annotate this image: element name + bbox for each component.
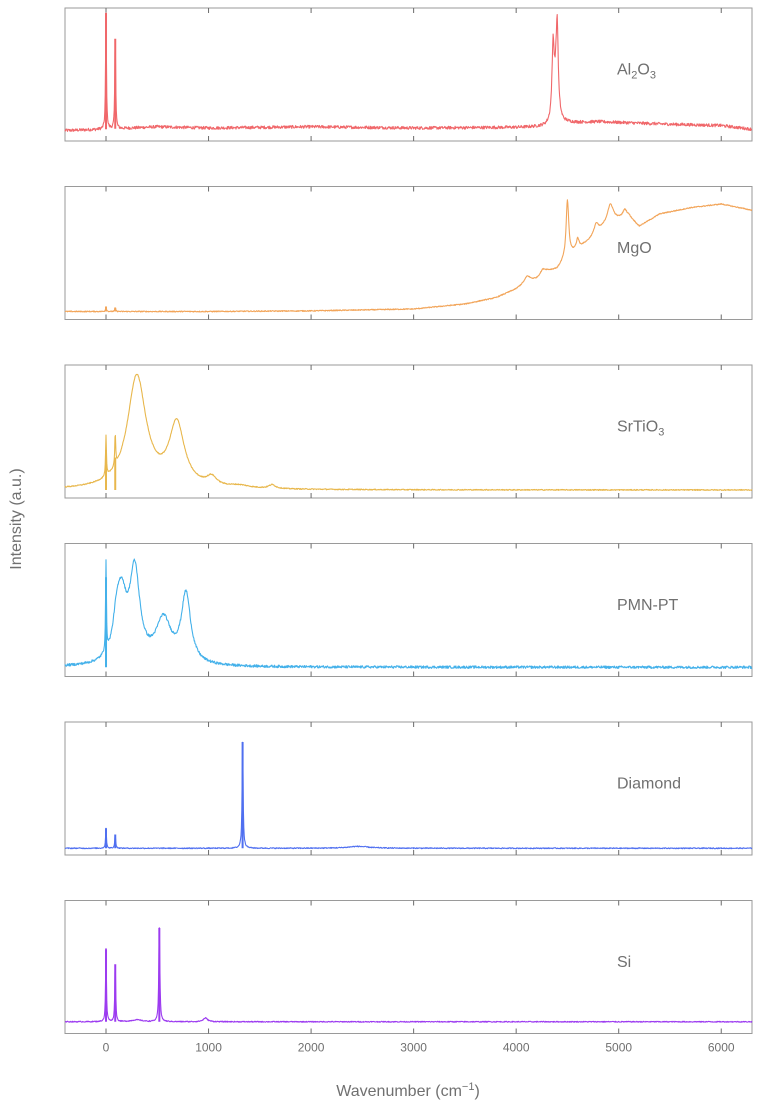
panel-4: PMN-PT (64, 543, 753, 677)
panel-2: MgO (64, 186, 753, 320)
sample-label: MgO (617, 240, 652, 257)
y-axis-title: Intensity (a.u.) (8, 468, 25, 569)
spectrum-trace (64, 927, 753, 1023)
panel-frame (64, 543, 753, 677)
sample-label: Diamond (617, 776, 681, 793)
spectrum-trace (64, 558, 753, 670)
spectrum-trace (64, 12, 753, 132)
x-tick-label: 4000 (503, 1041, 530, 1055)
sample-label: Si (617, 954, 631, 971)
sample-label: SrTiO3 (617, 419, 664, 439)
spectrum-trace (64, 373, 753, 491)
spectrum-trace (64, 199, 753, 313)
sample-label: Al2O3 (617, 62, 656, 82)
panel-3: SrTiO3 (64, 364, 753, 499)
panels-group: Al2O3 MgO SrTiO3 PMN-PT Diamond Si (64, 7, 753, 1034)
panel-frame (64, 721, 753, 856)
x-tick-label: 1000 (195, 1041, 222, 1055)
panel-6: Si (64, 900, 753, 1034)
x-tick-label: 6000 (708, 1041, 735, 1055)
x-axis-title: Wavenumber (cm−1) (336, 1081, 480, 1100)
x-tick-label: 5000 (605, 1041, 632, 1055)
panel-5: Diamond (64, 721, 753, 856)
panel-frame (64, 186, 753, 320)
x-tick-label: 2000 (298, 1041, 325, 1055)
x-tick-label: 3000 (400, 1041, 427, 1055)
x-axis: 0 1000 2000 3000 4000 5000 6000 (103, 1041, 735, 1055)
panel-frame (64, 364, 753, 499)
x-tick-label: 0 (103, 1041, 110, 1055)
sample-label: PMN-PT (617, 597, 679, 614)
spectrum-trace (64, 741, 753, 850)
panel-frame (64, 900, 753, 1034)
panel-1: Al2O3 (64, 7, 753, 142)
panel-frame (64, 7, 753, 142)
